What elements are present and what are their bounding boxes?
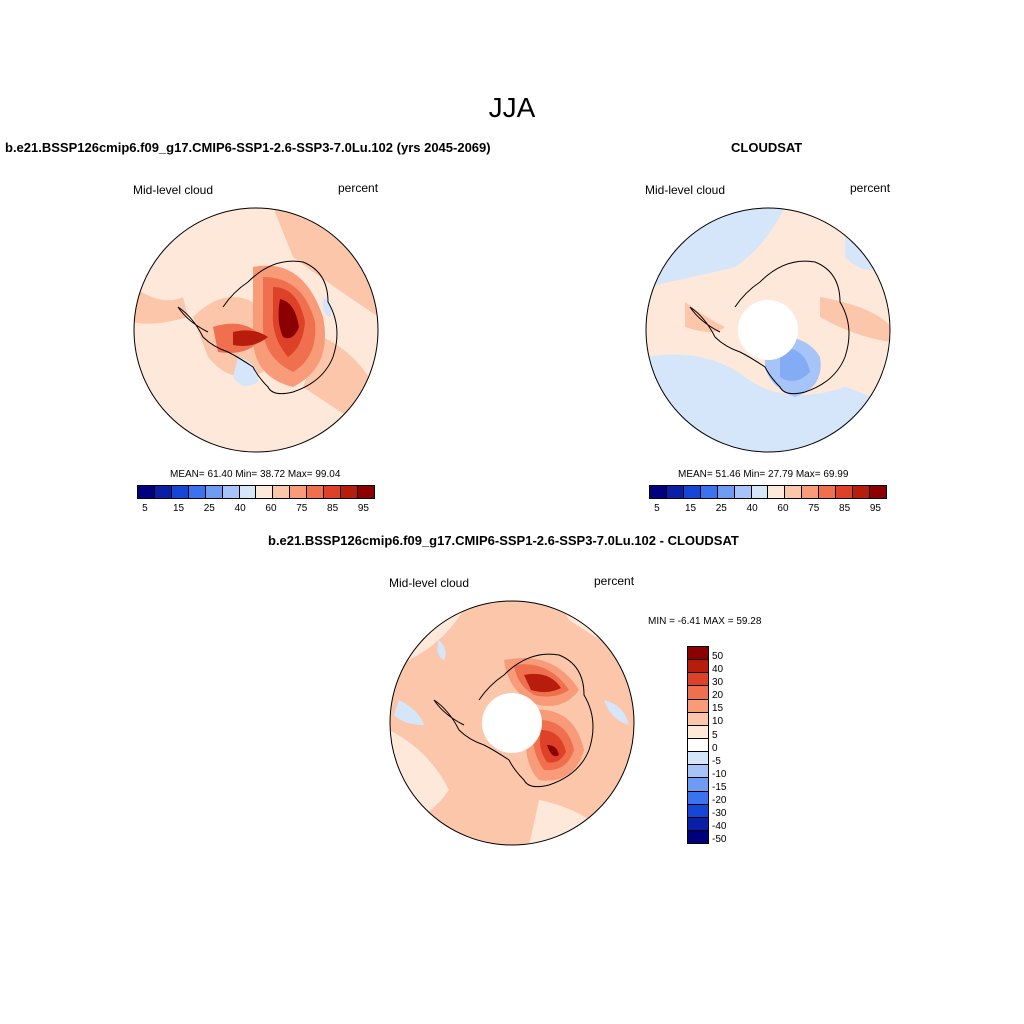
colorbar-tick-label: 50 xyxy=(712,651,724,663)
units-label-diff: percent xyxy=(594,574,635,588)
colorbar-swatch xyxy=(138,486,155,498)
variable-label-diff: Mid-level cloud xyxy=(389,576,470,590)
colorbar-swatch xyxy=(717,486,735,498)
colorbar-tick-label: 25 xyxy=(715,503,727,514)
colorbar-ticks-model: 5 15 25 40 60 75 85 95 xyxy=(137,503,373,515)
colorbar-tick-label: 40 xyxy=(746,503,758,514)
colorbar-swatch xyxy=(688,647,708,661)
colorbar-swatch xyxy=(273,486,291,498)
stats-model: MEAN= 61.40 Min= 38.72 Max= 99.04 xyxy=(170,469,341,480)
colorbar-swatch xyxy=(256,486,274,498)
colorbar-obs xyxy=(649,485,887,499)
colorbar-ticks-diff: 50 40 30 20 15 10 5 0 -5 -10 -15 -20 -30 -40 -50 xyxy=(712,646,752,846)
colorbar-swatch xyxy=(688,791,708,805)
colorbar-tick-label: -30 xyxy=(712,807,727,819)
colorbar-tick-label: 0 xyxy=(712,742,718,754)
colorbar-tick-label: 40 xyxy=(234,503,246,514)
colorbar-swatch xyxy=(785,486,803,498)
colorbar-tick-label: 5 xyxy=(712,729,718,741)
colorbar-swatch xyxy=(666,486,684,498)
colorbar-tick-label: -10 xyxy=(712,768,727,780)
colorbar-swatch xyxy=(853,486,870,498)
colorbar-swatch xyxy=(734,486,752,498)
stats-obs: MEAN= 51.46 Min= 27.79 Max= 69.99 xyxy=(678,469,849,480)
colorbar-diff xyxy=(687,646,709,844)
colorbar-swatch xyxy=(357,486,374,498)
colorbar-tick-label: 85 xyxy=(839,503,851,514)
colorbar-swatch xyxy=(688,778,708,792)
colorbar-tick-label: -50 xyxy=(712,834,727,846)
colorbar-tick-label: 60 xyxy=(777,503,789,514)
colorbar-tick-label: 85 xyxy=(327,503,339,514)
colorbar-swatch xyxy=(307,486,325,498)
colorbar-tick-label: 75 xyxy=(808,503,820,514)
colorbar-tick-label: 30 xyxy=(712,677,724,689)
colorbar-tick-label: -40 xyxy=(712,820,727,832)
colorbar-swatch xyxy=(171,486,189,498)
colorbar-ticks-obs: 5 15 25 40 60 75 85 95 xyxy=(649,503,885,515)
colorbar-tick-label: 75 xyxy=(296,503,308,514)
variable-label-model: Mid-level cloud xyxy=(133,183,214,197)
colorbar-tick-label: 20 xyxy=(712,690,724,702)
colorbar-swatch xyxy=(819,486,837,498)
colorbar-swatch xyxy=(290,486,308,498)
stats-diff: MIN = -6.41 MAX = 59.28 xyxy=(648,616,762,627)
colorbar-tick-label: -15 xyxy=(712,781,727,793)
colorbar-swatch xyxy=(324,486,342,498)
colorbar-swatch xyxy=(688,686,708,700)
polar-map-obs xyxy=(645,207,891,453)
units-label-obs: percent xyxy=(850,181,891,195)
colorbar-swatch xyxy=(205,486,223,498)
colorbar-swatch xyxy=(688,712,708,726)
colorbar-tick-label: 15 xyxy=(684,503,697,514)
colorbar-swatch xyxy=(688,765,708,779)
colorbar-swatch xyxy=(188,486,206,498)
colorbar-swatch xyxy=(688,738,708,753)
colorbar-swatch xyxy=(802,486,820,498)
colorbar-swatch xyxy=(341,486,358,498)
colorbar-swatch xyxy=(836,486,854,498)
colorbar-swatch xyxy=(688,673,708,687)
colorbar-tick-label: 5 xyxy=(142,503,148,514)
colorbar-tick-label: 5 xyxy=(654,503,660,514)
units-label-model: percent xyxy=(338,181,379,195)
colorbar-tick-label: 25 xyxy=(203,503,215,514)
colorbar-tick-label: -20 xyxy=(712,794,727,806)
colorbar-swatch xyxy=(768,486,786,498)
polar-map-model xyxy=(133,207,379,453)
colorbar-swatch xyxy=(683,486,701,498)
colorbar-tick-label: 95 xyxy=(869,503,881,514)
colorbar-tick-label: 15 xyxy=(172,503,185,514)
colorbar-swatch xyxy=(688,817,708,831)
colorbar-swatch xyxy=(688,752,708,766)
main-title: JJA xyxy=(488,92,536,123)
polar-map-diff xyxy=(389,600,635,846)
colorbar-tick-label: 40 xyxy=(712,664,724,676)
colorbar-swatch xyxy=(688,660,708,674)
panel-title-obs: CLOUDSAT xyxy=(731,140,803,155)
colorbar-swatch xyxy=(222,486,240,498)
colorbar-swatch xyxy=(239,486,257,498)
colorbar-swatch xyxy=(688,804,708,818)
colorbar-swatch xyxy=(700,486,718,498)
colorbar-tick-label: 60 xyxy=(265,503,277,514)
colorbar-swatch xyxy=(869,486,886,498)
colorbar-swatch xyxy=(751,486,769,498)
panel-title-model: b.e21.BSSP126cmip6.f09_g17.CMIP6-SSP1-2.… xyxy=(5,140,491,155)
colorbar-tick-label: 10 xyxy=(712,716,724,728)
variable-label-obs: Mid-level cloud xyxy=(645,183,726,197)
colorbar-swatch xyxy=(688,830,708,844)
colorbar-tick-label: -5 xyxy=(712,755,721,767)
colorbar-model xyxy=(137,485,375,499)
panel-title-diff: b.e21.BSSP126cmip6.f09_g17.CMIP6-SSP1-2.… xyxy=(268,533,739,548)
colorbar-swatch xyxy=(688,725,708,739)
colorbar-swatch xyxy=(650,486,667,498)
colorbar-tick-label: 15 xyxy=(712,703,724,715)
colorbar-tick-label: 95 xyxy=(357,503,369,514)
colorbar-swatch xyxy=(154,486,172,498)
colorbar-swatch xyxy=(688,699,708,713)
